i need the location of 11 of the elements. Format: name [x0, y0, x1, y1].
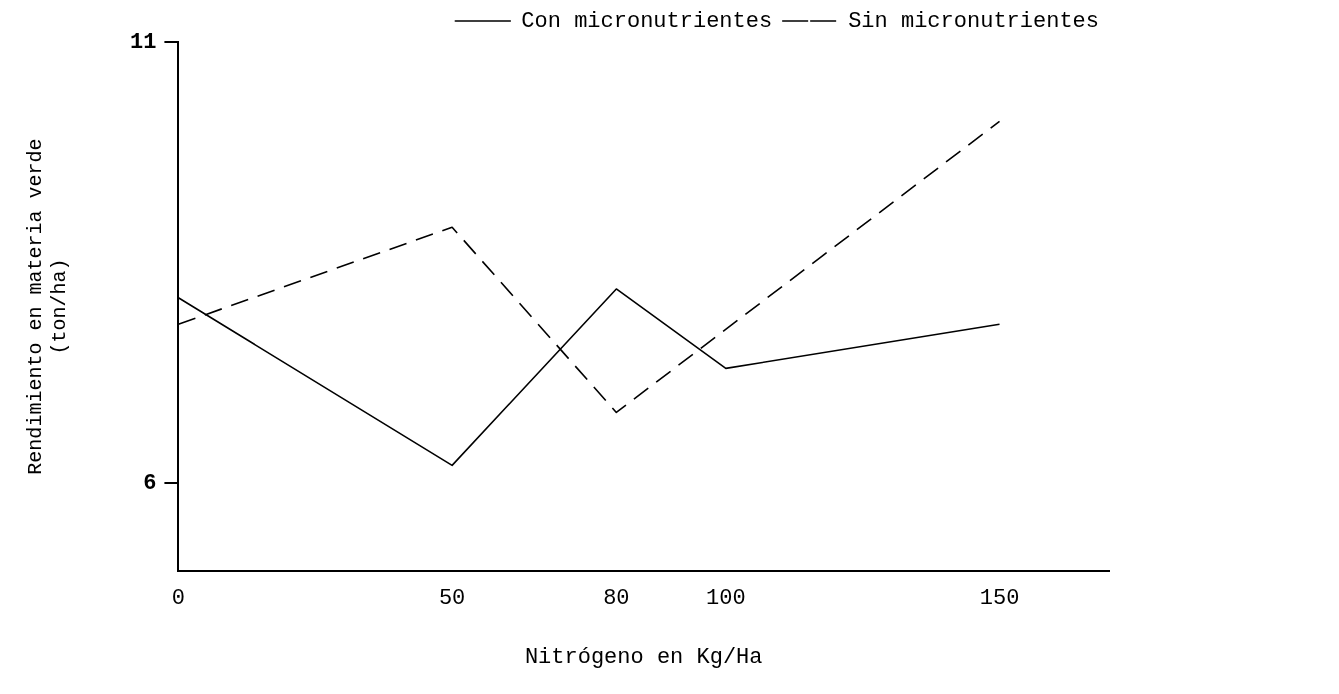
y-tick-label: 11 — [130, 29, 157, 55]
x-axis-title: Nitrógeno en Kg/Ha — [524, 644, 763, 670]
legend-label: Con micronutrientes — [521, 8, 773, 34]
x-tick-label: 0 — [171, 586, 186, 612]
x-tick-label: 80 — [603, 586, 630, 612]
legend-label: Sin micronutrientes — [848, 8, 1099, 34]
x-tick-label: 100 — [706, 586, 746, 612]
y-axis-title: Rendimiento en materia verde (ton/ha) — [24, 138, 72, 475]
y-tick-label: 6 — [143, 470, 157, 496]
x-tick-label: 50 — [438, 586, 466, 612]
x-tick-label: 150 — [979, 586, 1020, 612]
